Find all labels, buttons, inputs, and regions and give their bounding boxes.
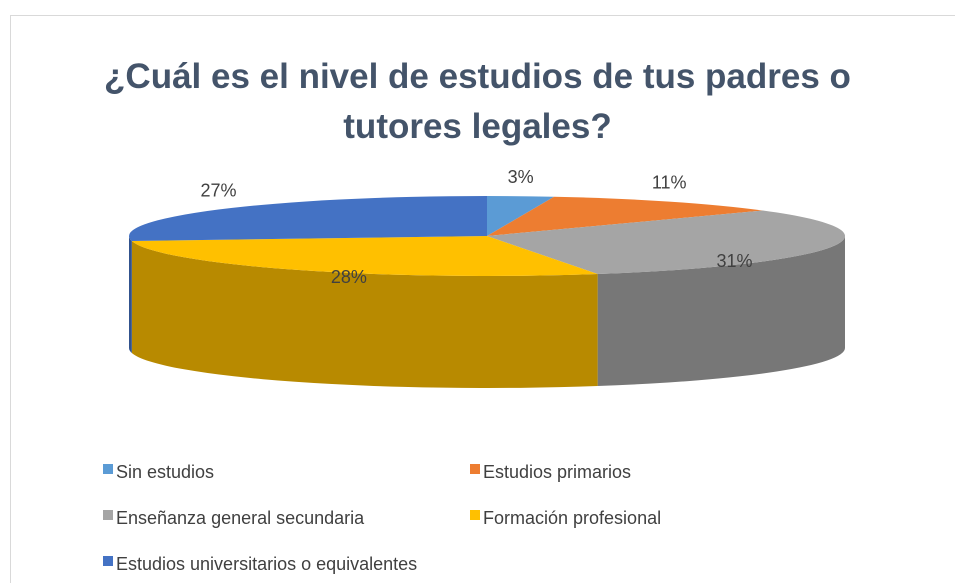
- legend-swatch: [470, 510, 480, 520]
- legend-label: Formación profesional: [483, 508, 661, 528]
- legend-swatch: [103, 510, 113, 520]
- slice: [487, 196, 555, 236]
- slice: [131, 236, 598, 276]
- data-label: 3%: [508, 167, 534, 187]
- slice: [487, 196, 763, 236]
- chart-title: ¿Cuál es el nivel de estudios de tus pad…: [104, 57, 851, 146]
- legend-label: Sin estudios: [116, 462, 214, 482]
- legend-swatch: [103, 464, 113, 474]
- slice-side: [597, 236, 845, 387]
- slice: [128, 196, 487, 242]
- chart-border: [10, 15, 955, 583]
- data-label: 31%: [717, 251, 753, 271]
- data-label: 28%: [331, 267, 367, 287]
- legend-swatch: [103, 556, 113, 566]
- legend-label: Estudios primarios: [483, 462, 631, 482]
- legend-label: Estudios universitarios o equivalentes: [116, 554, 417, 574]
- slice-side: [129, 236, 132, 354]
- slice-side: [131, 241, 598, 389]
- legend-label: Enseñanza general secundaria: [116, 508, 365, 528]
- legend-swatch: [470, 464, 480, 474]
- data-label: 11%: [652, 172, 687, 192]
- data-label: 27%: [200, 180, 236, 200]
- slice: [487, 210, 845, 275]
